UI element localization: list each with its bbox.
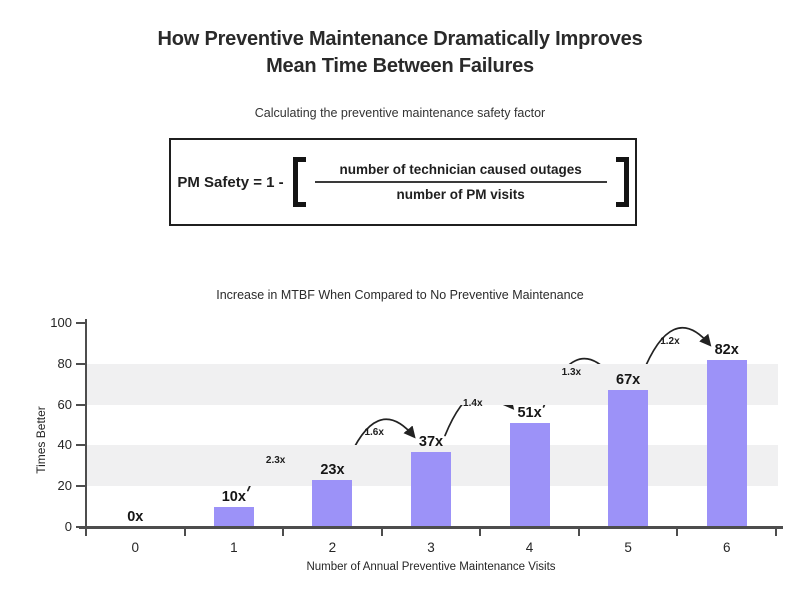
y-axis-tick bbox=[76, 403, 86, 406]
x-axis-tick bbox=[183, 528, 186, 536]
chart-bar bbox=[608, 390, 649, 527]
page-title-line1: How Preventive Maintenance Dramatically … bbox=[157, 28, 643, 50]
x-axis-title: Number of Annual Preventive Maintenance … bbox=[306, 561, 556, 573]
x-axis-tick bbox=[282, 528, 285, 536]
x-tick-label: 5 bbox=[624, 540, 632, 555]
bar-value-label: 82x bbox=[714, 341, 739, 358]
formula-numerator: number of technician caused outages bbox=[339, 161, 582, 177]
formula-fraction: number of technician caused outages numb… bbox=[314, 161, 607, 204]
x-axis-tick bbox=[479, 528, 482, 536]
growth-arrow-icon bbox=[641, 326, 712, 376]
x-tick-label: 0 bbox=[131, 540, 140, 555]
chart-bar bbox=[509, 422, 550, 527]
chart-bar bbox=[312, 480, 353, 527]
bar-value-label: 0x bbox=[127, 509, 144, 525]
y-tick-label: 80 bbox=[57, 355, 72, 371]
x-axis-tick bbox=[676, 528, 679, 536]
growth-factor-label: 2.3x bbox=[265, 454, 286, 466]
bar-value-label: 51x bbox=[517, 404, 542, 421]
y-axis-tick bbox=[76, 362, 86, 365]
growth-factor-label: 1.4x bbox=[463, 398, 483, 410]
y-axis-tick bbox=[76, 322, 86, 324]
chart-bar bbox=[411, 451, 451, 527]
bar-value-label: 37x bbox=[418, 433, 444, 450]
x-tick-label: 2 bbox=[328, 540, 337, 555]
page-title: How Preventive Maintenance Dramatically … bbox=[0, 26, 800, 80]
formula-lhs: PM Safety = 1 - bbox=[177, 173, 284, 191]
x-axis-tick bbox=[85, 528, 87, 536]
y-axis-tick bbox=[76, 526, 86, 528]
x-axis-tick bbox=[577, 528, 580, 536]
growth-factor-label: 1.2x bbox=[660, 335, 680, 347]
left-bracket-icon bbox=[292, 157, 306, 207]
chart-bar bbox=[706, 359, 747, 527]
y-tick-label: 0 bbox=[64, 519, 72, 534]
right-bracket-icon bbox=[615, 157, 629, 207]
growth-factor-label: 1.3x bbox=[561, 366, 582, 378]
chart-title: Increase in MTBF When Compared to No Pre… bbox=[216, 288, 584, 302]
x-tick-label: 3 bbox=[427, 540, 435, 555]
y-axis-tick bbox=[76, 485, 86, 488]
x-axis-line bbox=[79, 526, 783, 529]
y-tick-label: 20 bbox=[57, 478, 72, 494]
bar-value-label: 23x bbox=[320, 462, 345, 479]
chart-bar bbox=[213, 506, 254, 527]
y-tick-label: 40 bbox=[57, 437, 72, 453]
bar-value-label: 67x bbox=[616, 372, 641, 389]
page-title-line2: Mean Time Between Failures bbox=[266, 55, 534, 77]
formula-denominator: number of PM visits bbox=[396, 187, 525, 203]
y-tick-label: 60 bbox=[57, 396, 72, 412]
x-tick-label: 1 bbox=[230, 540, 238, 555]
growth-factor-label: 1.6x bbox=[364, 426, 384, 438]
y-tick-label: 100 bbox=[50, 315, 72, 330]
bar-value-label: 10x bbox=[221, 488, 246, 505]
fraction-rule bbox=[314, 180, 607, 184]
y-axis-line bbox=[85, 319, 87, 533]
plot-shaded-band bbox=[86, 363, 778, 405]
y-axis-title-text: Times Better bbox=[34, 406, 48, 474]
x-axis-tick bbox=[380, 528, 383, 536]
x-axis-tick bbox=[775, 528, 777, 536]
x-tick-label: 4 bbox=[525, 540, 534, 555]
formula-caption: Calculating the preventive maintenance s… bbox=[254, 106, 546, 120]
pm-safety-formula-box: PM Safety = 1 - number of technician cau… bbox=[169, 138, 637, 226]
x-tick-label: 6 bbox=[722, 540, 731, 555]
y-axis-tick bbox=[76, 444, 86, 447]
